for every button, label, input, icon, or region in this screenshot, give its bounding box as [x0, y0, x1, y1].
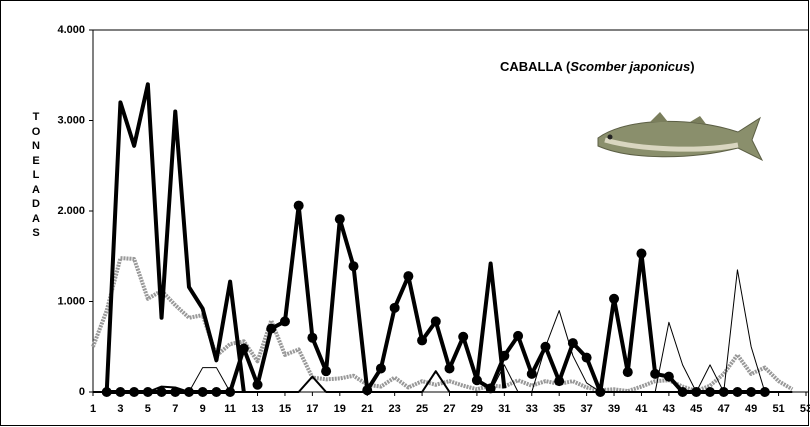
x-tick-label: 21	[361, 403, 373, 415]
series-line	[104, 82, 507, 393]
point-marker	[444, 363, 455, 374]
point-marker	[183, 387, 194, 397]
point-marker	[266, 323, 277, 334]
point-marker	[115, 387, 126, 397]
point-marker	[389, 302, 400, 313]
point-marker	[663, 371, 674, 382]
x-tick-label: 19	[334, 403, 346, 415]
y-axis-title: TONELADAS	[31, 111, 41, 239]
point-marker	[142, 387, 153, 397]
x-tick-label: 23	[389, 403, 401, 415]
point-marker	[540, 341, 551, 352]
point-marker	[636, 248, 647, 259]
point-marker	[677, 387, 688, 397]
x-tick-label: 13	[251, 403, 263, 415]
point-marker	[499, 350, 510, 361]
x-tick-label: 37	[580, 403, 592, 415]
x-tick-label: 3	[117, 403, 123, 415]
y-tick-label: 0	[79, 386, 85, 398]
point-marker	[156, 387, 167, 397]
point-marker	[238, 343, 249, 354]
point-marker	[471, 375, 482, 386]
x-tick-label: 33	[526, 403, 538, 415]
point-marker	[581, 352, 592, 363]
title-part: )	[690, 59, 694, 74]
x-tick-label: 43	[663, 403, 675, 415]
x-tick-label: 15	[279, 403, 291, 415]
title-part: Scomber japonicus	[570, 59, 690, 74]
point-marker	[307, 332, 318, 343]
point-marker	[293, 200, 304, 211]
y-tick-label: 3.000	[57, 114, 85, 126]
point-marker	[609, 293, 620, 304]
point-marker	[417, 335, 428, 346]
point-marker	[101, 387, 112, 397]
x-tick-label: 25	[416, 403, 428, 415]
x-tick-label: 49	[745, 403, 757, 415]
point-marker	[362, 385, 373, 396]
x-tick-label: 31	[498, 403, 510, 415]
fish-illustration	[597, 112, 764, 162]
x-tick-label: 27	[443, 403, 455, 415]
x-tick-label: 35	[553, 403, 565, 415]
x-tick-label: 9	[200, 403, 206, 415]
point-marker	[225, 387, 236, 397]
chart-title: CABALLA (Scomber japonicus)	[500, 59, 695, 74]
point-marker	[458, 331, 469, 342]
point-marker	[732, 387, 743, 397]
point-marker	[211, 387, 222, 397]
x-tick-label: 51	[772, 403, 784, 415]
point-marker	[691, 387, 702, 397]
point-marker	[252, 379, 263, 390]
point-marker	[279, 316, 290, 327]
series-line	[93, 269, 793, 393]
point-marker	[554, 376, 565, 387]
x-tick-label: 11	[224, 403, 236, 415]
point-marker	[129, 387, 140, 397]
x-tick-label: 17	[306, 403, 318, 415]
point-marker	[197, 387, 208, 397]
point-marker	[759, 387, 770, 397]
x-tick-label: 29	[471, 403, 483, 415]
point-marker	[567, 338, 578, 349]
point-marker	[348, 261, 359, 272]
x-tick-label: 1	[90, 403, 96, 415]
point-marker	[430, 316, 441, 327]
point-marker	[375, 363, 386, 374]
point-marker	[485, 383, 496, 394]
y-tick-label: 4.000	[57, 24, 85, 36]
x-tick-label: 47	[718, 403, 730, 415]
point-marker	[334, 214, 345, 225]
point-marker	[595, 387, 606, 397]
x-tick-label: 45	[690, 403, 702, 415]
point-marker	[705, 387, 716, 397]
point-marker	[650, 368, 661, 379]
x-tick-label: 5	[145, 403, 151, 415]
point-marker	[321, 366, 332, 377]
x-tick-label: 53	[800, 403, 810, 415]
title-part: CABALLA (	[500, 59, 571, 74]
point-marker	[746, 387, 757, 397]
point-marker	[170, 387, 181, 397]
y-tick-label: 2.000	[57, 205, 85, 217]
point-marker	[622, 367, 633, 378]
y-tick-label: 1.000	[57, 295, 85, 307]
point-marker	[526, 368, 537, 379]
point-marker	[718, 387, 729, 397]
point-marker	[513, 330, 524, 341]
x-tick-label: 41	[635, 403, 647, 415]
point-marker	[403, 271, 414, 282]
x-tick-label: 7	[172, 403, 178, 415]
x-tick-label: 39	[608, 403, 620, 415]
